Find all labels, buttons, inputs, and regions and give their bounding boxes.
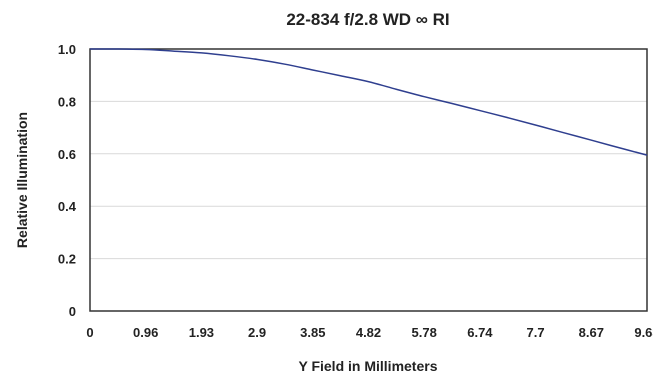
- x-tick-label: 0.96: [133, 325, 158, 340]
- x-tick-label: 5.78: [412, 325, 437, 340]
- series-line-0: [89, 48, 648, 156]
- plot-frame: [89, 48, 648, 312]
- x-tick-label: 4.82: [356, 325, 381, 340]
- x-tick-label: 2.9: [248, 325, 266, 340]
- x-axis-label: Y Field in Millimeters: [298, 358, 437, 374]
- x-tick-label: 3.85: [300, 325, 325, 340]
- x-tick-label: 9.63: [634, 325, 653, 340]
- y-axis-label: Relative Illumination: [14, 112, 30, 248]
- y-tick-labels: 0 0.2 0.4 0.6 0.8 1.0: [58, 42, 77, 319]
- y-tick-label: 0.8: [58, 94, 76, 109]
- x-tick-labels: 0 0.96 1.93 2.9 3.85 4.82 5.78 6.74 7.7 8.67 9.63: [86, 325, 653, 340]
- x-tick-label: 8.67: [579, 325, 604, 340]
- y-tick-label: 0.2: [58, 252, 76, 267]
- x-tick-label: 1.93: [189, 325, 214, 340]
- x-tick-label: 0: [86, 325, 93, 340]
- y-tick-label: 1.0: [58, 42, 76, 57]
- x-tick-label: 7.7: [527, 325, 545, 340]
- y-tick-label: 0.4: [58, 199, 77, 214]
- x-tick-label: 6.74: [467, 325, 493, 340]
- grid-lines: [90, 100, 647, 260]
- y-tick-label: 0.6: [58, 147, 76, 162]
- y-tick-label: 0: [69, 304, 76, 319]
- chart-title: 22-834 f/2.8 WD ∞ RI: [286, 10, 449, 29]
- series-layer: [89, 48, 648, 156]
